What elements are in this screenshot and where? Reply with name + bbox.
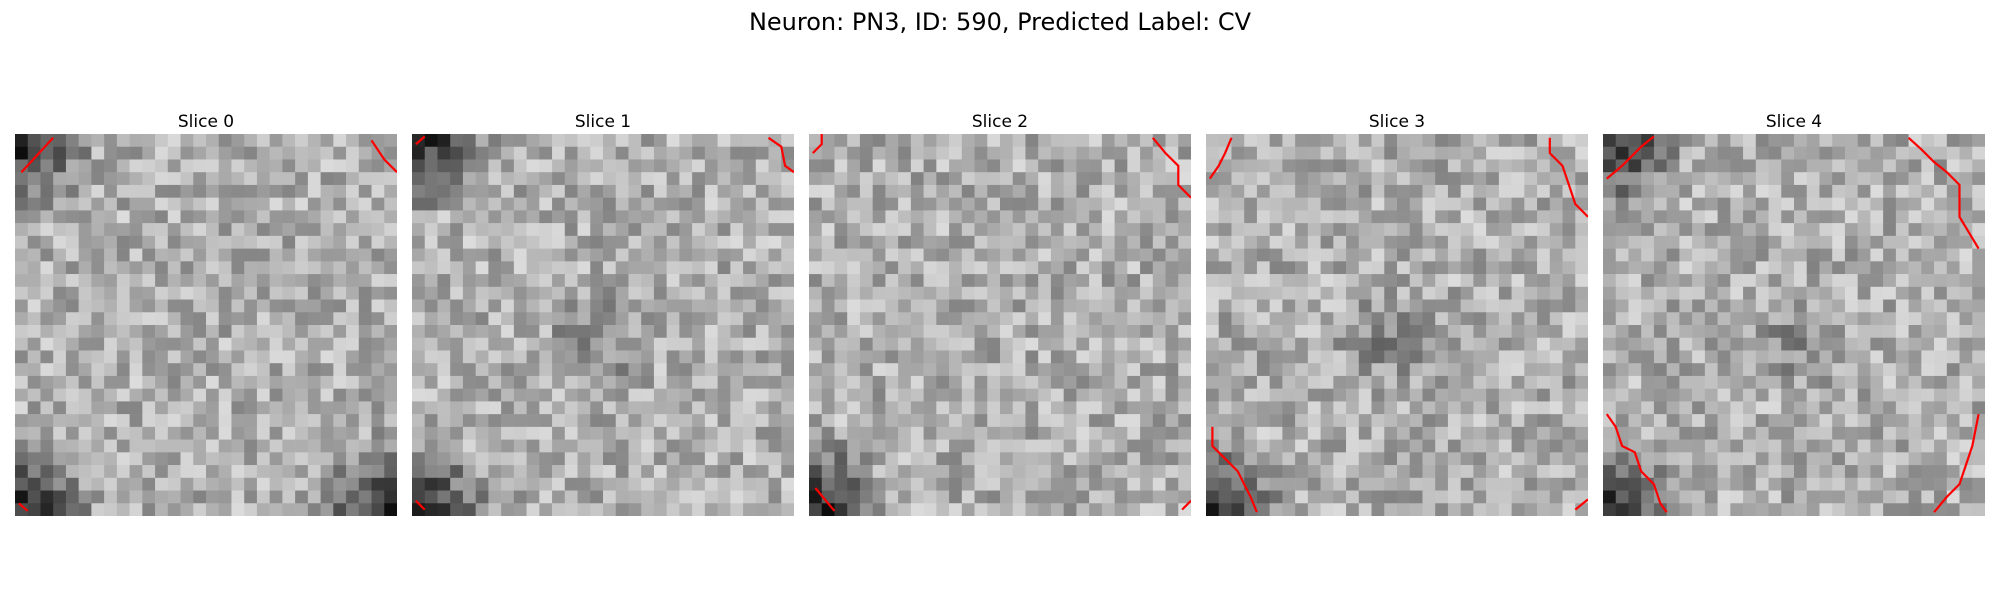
contour-line [415,135,426,146]
slice-heatmap [15,134,397,516]
contour-line [1151,137,1191,199]
contour-line [1606,135,1655,180]
contour-line [1907,136,1980,250]
contour-line [1933,413,1980,513]
slice-heatmap [412,134,794,516]
slice-heatmap [809,134,1191,516]
contour-line [1211,426,1258,513]
contour-line [1548,137,1588,218]
contour-line [18,502,29,512]
slice-image [1206,134,1588,516]
figure-title: Neuron: PN3, ID: 590, Predicted Label: C… [748,8,1252,36]
slice-title: Slice 3 [1368,112,1426,132]
slice-title: Slice 4 [1765,112,1823,132]
contour-line [814,487,836,512]
contour-line [1181,499,1191,511]
contour-line [1574,498,1588,511]
slice-title: Slice 1 [574,112,632,132]
contour-line [370,139,397,173]
slice-title: Slice 0 [177,112,235,132]
slice-image [1603,134,1985,516]
slice-image [15,134,397,516]
slice-heatmap [1206,134,1588,516]
contour-line [767,136,794,174]
slice-image [412,134,794,516]
contour-line [415,499,426,511]
contour-line [1208,137,1233,180]
contour-line [20,137,55,173]
contour-line [812,134,823,154]
slice-heatmap [1603,134,1985,516]
contour-line [1605,413,1668,513]
slice-image [809,134,1191,516]
slice-title: Slice 2 [971,112,1029,132]
